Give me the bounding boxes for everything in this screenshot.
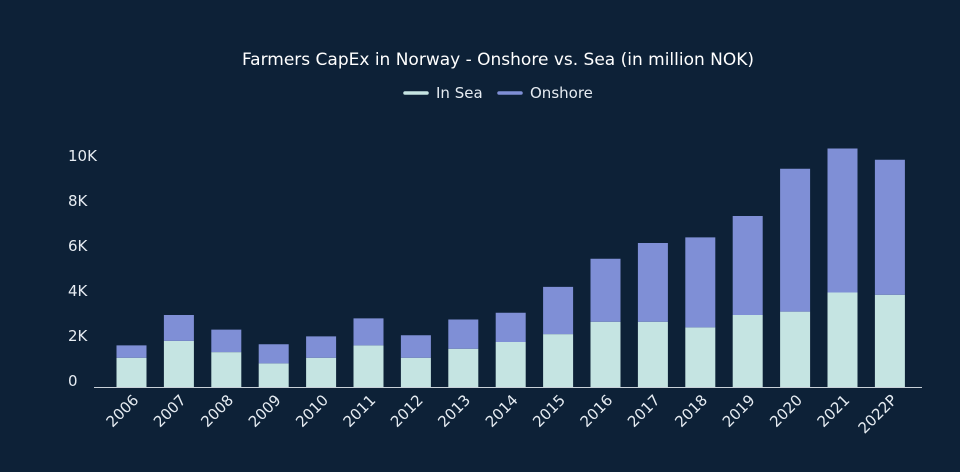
y-tick-label: 0: [68, 372, 78, 390]
bar-onshore-2014[interactable]: [495, 312, 526, 342]
x-tick-label: 2016: [577, 391, 617, 431]
x-tick-label: 2009: [245, 391, 285, 431]
legend-label-onshore: Onshore: [530, 84, 593, 102]
chart-title: Farmers CapEx in Norway - Onshore vs. Se…: [242, 50, 754, 70]
bar-in-sea-2012[interactable]: [400, 357, 431, 387]
y-tick-label: 8K: [68, 192, 89, 210]
y-tick-label: 2K: [68, 327, 89, 345]
y-axis-ticks: 0 2K 4K 6K 8K 10K: [68, 147, 98, 390]
bar-in-sea-2010[interactable]: [306, 357, 337, 387]
x-tick-label: 2020: [766, 391, 806, 431]
legend: In Sea Onshore: [403, 84, 593, 102]
bar-onshore-2019[interactable]: [732, 216, 763, 315]
bar-in-sea-2011[interactable]: [353, 345, 384, 387]
bar-onshore-2007[interactable]: [163, 315, 194, 341]
x-tick-label: 2018: [671, 391, 711, 431]
bar-onshore-2022P[interactable]: [874, 159, 905, 295]
x-tick-label: 2014: [482, 391, 522, 431]
x-tick-label: 2013: [434, 391, 474, 431]
bar-onshore-2018[interactable]: [685, 237, 716, 328]
x-tick-label: 2015: [529, 391, 569, 431]
bar-in-sea-2018[interactable]: [685, 327, 716, 387]
x-tick-label: 2006: [103, 391, 143, 431]
x-tick-label: 2007: [150, 391, 190, 431]
bar-in-sea-2017[interactable]: [637, 321, 668, 387]
bar-in-sea-2019[interactable]: [732, 315, 763, 387]
bar-onshore-2006[interactable]: [116, 345, 147, 358]
y-tick-label: 10K: [68, 147, 98, 165]
x-tick-label: 2019: [719, 391, 759, 431]
bar-in-sea-2008[interactable]: [211, 352, 242, 387]
legend-label-in-sea: In Sea: [436, 84, 483, 102]
x-axis-ticks: 2006 2007 2008 2009 2010 2011 2012 2013 2014 2015…: [103, 391, 901, 437]
bar-onshore-2008[interactable]: [211, 329, 242, 353]
x-tick-label: 2008: [197, 391, 237, 431]
bar-onshore-2013[interactable]: [448, 319, 479, 349]
x-tick-label: 2021: [814, 391, 854, 431]
bar-in-sea-2015[interactable]: [543, 334, 574, 387]
bar-onshore-2020[interactable]: [780, 168, 811, 312]
bar-onshore-2011[interactable]: [353, 318, 384, 346]
bar-in-sea-2007[interactable]: [163, 340, 194, 387]
x-tick-label: 2012: [387, 391, 427, 431]
bar-in-sea-2013[interactable]: [448, 348, 479, 387]
x-tick-label: 2010: [292, 391, 332, 431]
bar-in-sea-2009[interactable]: [258, 363, 289, 387]
x-tick-label: 2011: [340, 391, 380, 431]
bar-onshore-2012[interactable]: [400, 335, 431, 358]
x-tick-label: 2022P: [855, 391, 901, 437]
bar-in-sea-2006[interactable]: [116, 357, 147, 387]
bar-onshore-2017[interactable]: [637, 243, 668, 322]
bar-onshore-2009[interactable]: [258, 344, 289, 364]
bar-in-sea-2022P[interactable]: [874, 294, 905, 387]
x-tick-label: 2017: [624, 391, 664, 431]
legend-item-onshore[interactable]: Onshore: [497, 84, 593, 102]
y-tick-label: 4K: [68, 282, 89, 300]
bar-onshore-2021[interactable]: [827, 148, 858, 293]
bar-in-sea-2014[interactable]: [495, 342, 526, 387]
y-tick-label: 6K: [68, 237, 89, 255]
bar-in-sea-2021[interactable]: [827, 292, 858, 388]
bars-group: [116, 148, 905, 388]
bar-in-sea-2020[interactable]: [780, 311, 811, 387]
legend-item-in-sea[interactable]: In Sea: [403, 84, 483, 102]
bar-onshore-2015[interactable]: [543, 286, 574, 335]
bar-onshore-2016[interactable]: [590, 258, 621, 322]
bar-in-sea-2016[interactable]: [590, 321, 621, 387]
bar-onshore-2010[interactable]: [306, 336, 337, 358]
